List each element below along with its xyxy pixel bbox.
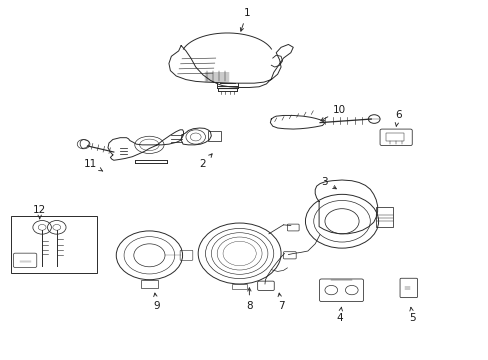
Text: 10: 10 [320,105,346,121]
Text: 6: 6 [394,111,401,126]
Text: 8: 8 [245,288,252,311]
Text: 3: 3 [321,177,336,189]
Bar [375,207,392,227]
Text: 7: 7 [277,293,284,311]
Text: 11: 11 [84,159,102,171]
Text: 1: 1 [240,8,250,31]
Bar [231,284,247,289]
Bar [11,216,97,273]
Text: 4: 4 [336,307,342,323]
Text: 5: 5 [408,307,415,323]
Text: 12: 12 [33,206,46,219]
Bar [141,280,158,288]
Text: 9: 9 [153,293,160,311]
Bar [385,134,404,140]
Text: 2: 2 [199,154,212,169]
